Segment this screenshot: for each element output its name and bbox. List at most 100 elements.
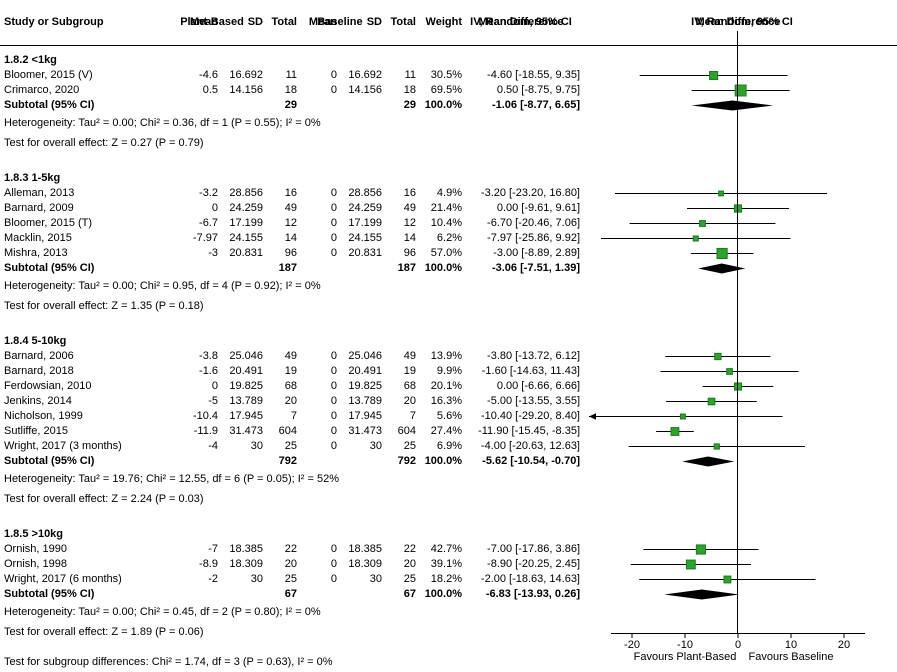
cell-pb_total: 14	[284, 232, 297, 244]
study-row: Bloomer, 2015 (T) -6.7 17.199 12 0 17.199 12 10…	[0, 216, 897, 231]
study-row: Ornish, 1998 -8.9 18.309 20 0 18.309 20 39.1% -8…	[0, 557, 897, 572]
cell-weight: 21.4%	[430, 202, 462, 214]
cell-pb_mean: -2	[208, 573, 218, 585]
cell-bl_sd: 24.259	[348, 202, 382, 214]
cell-pb_sd: 20.831	[229, 247, 263, 259]
cell-weight: 100.0%	[424, 455, 462, 467]
col-pb-mean: Mean	[189, 16, 218, 28]
pooled-plot	[664, 589, 740, 600]
cell-bl_mean: 0	[330, 84, 337, 96]
cell-bl_sd: 18.385	[348, 543, 382, 555]
study-row: Bloomer, 2015 (V) -4.6 16.692 11 0 16.692 11 30…	[0, 68, 897, 83]
axis-tick-label: 20	[838, 639, 850, 651]
column-header-row: Study or Subgroup Mean SD Total Mean SD …	[0, 15, 897, 30]
pooled-diamond	[691, 100, 774, 111]
study-row: Mishra, 2013 -3 20.831 96 0 20.831 96 57.0% -3.0…	[0, 246, 897, 261]
cell-weight: 13.9%	[430, 350, 462, 362]
subtotal-label: Subtotal (95% CI)	[4, 588, 95, 600]
study-label: Jenkins, 2014	[4, 395, 72, 407]
cell-pb_sd: 25.046	[229, 350, 263, 362]
cell-weight: 16.3%	[430, 395, 462, 407]
col-bl-total: Total	[390, 16, 416, 28]
cell-bl_total: 18	[403, 84, 416, 96]
cell-bl_mean: 0	[330, 232, 337, 244]
cell-bl_total: 22	[403, 543, 416, 555]
study-label: Bloomer, 2015 (T)	[4, 217, 93, 229]
study-row: Macklin, 2015 -7.97 24.155 14 0 24.155 14 6.2% -…	[0, 231, 897, 246]
cell-ci_text: 0.50 [-8.75, 9.75]	[496, 84, 580, 96]
axis-ticks: -20 -10 0 10 20	[611, 633, 865, 651]
cell-pb_mean: -7	[208, 543, 218, 555]
cell-pb_mean: 0.5	[202, 84, 218, 96]
subgroup-1.8.2: 1.8.2 <1kg Bloomer, 2015 (V) -4.6 16.692 11 0…	[0, 53, 897, 153]
study-row: Barnard, 2009 0 24.259 49 0 24.259 49 21.4% 0.00…	[0, 201, 897, 216]
cell-weight: 9.9%	[436, 365, 462, 377]
cell-bl_sd: 17.199	[348, 217, 382, 229]
cell-ci_text: -6.83 [-13.93, 0.26]	[485, 588, 580, 600]
cell-pb_mean: 0	[211, 380, 218, 392]
study-plot-cell	[587, 394, 897, 409]
cell-bl_total: 792	[397, 455, 416, 467]
heterogeneity-note: Heterogeneity: Tau² = 0.00; Chi² = 0.36,…	[4, 117, 321, 129]
cell-ci_text: -7.97 [-25.86, 9.92]	[487, 232, 580, 244]
favours-right-label: Favours Baseline	[748, 651, 834, 663]
col-pb-sd: SD	[247, 16, 263, 28]
cell-bl_mean: 0	[330, 573, 337, 585]
cell-ci_text: -3.20 [-23.20, 16.80]	[480, 187, 580, 199]
cell-weight: 100.0%	[424, 262, 462, 274]
cell-pb_sd: 30	[250, 440, 263, 452]
cell-pb_total: 604	[278, 425, 297, 437]
cell-pb_total: 22	[284, 543, 297, 555]
cell-bl_mean: 0	[330, 350, 337, 362]
cell-bl_sd: 19.825	[348, 380, 382, 392]
ci-plot	[589, 413, 783, 420]
study-row: Sutliffe, 2015 -11.9 31.473 604 0 31.473 604 27…	[0, 424, 897, 439]
cell-bl_total: 96	[403, 247, 416, 259]
cell-ci_text: -10.40 [-29.20, 8.40]	[480, 410, 580, 422]
cell-pb_total: 49	[284, 350, 297, 362]
cell-bl_mean: 0	[330, 365, 337, 377]
cell-weight: 6.2%	[436, 232, 462, 244]
cell-bl_sd: 17.945	[348, 410, 382, 422]
cell-bl_total: 49	[403, 202, 416, 214]
cell-bl_mean: 0	[330, 69, 337, 81]
study-label: Ornish, 1998	[4, 558, 67, 570]
cell-bl_mean: 0	[330, 395, 337, 407]
cell-bl_sd: 31.473	[348, 425, 382, 437]
col-weight: Weight	[425, 16, 462, 28]
cell-weight: 5.6%	[436, 410, 462, 422]
ci-plot	[615, 190, 828, 197]
study-plot-cell	[587, 231, 897, 246]
cell-weight: 100.0%	[424, 588, 462, 600]
study-label: Barnard, 2009	[4, 202, 74, 214]
cell-bl_total: 14	[403, 232, 416, 244]
cell-weight: 4.9%	[436, 187, 462, 199]
study-label: Bloomer, 2015 (V)	[4, 69, 93, 81]
study-row: Alleman, 2013 -3.2 28.856 16 0 28.856 16 4.9% -3…	[0, 186, 897, 201]
ci-plot	[691, 84, 790, 97]
study-plot-cell	[587, 557, 897, 572]
cell-weight: 100.0%	[424, 99, 462, 111]
cell-pb_mean: -11.9	[193, 425, 218, 437]
ci-plot	[639, 575, 816, 584]
cell-pb_total: 11	[285, 69, 297, 81]
cell-ci_text: -7.00 [-17.86, 3.86]	[487, 543, 580, 555]
axis-tick-label: -10	[677, 639, 693, 651]
cell-bl_mean: 0	[330, 440, 337, 452]
cell-pb_mean: -8.9	[199, 558, 218, 570]
rows: 1.8.2 <1kg Bloomer, 2015 (V) -4.6 16.692 11 0…	[0, 53, 897, 642]
cell-pb_total: 187	[278, 262, 297, 274]
ci-plot	[665, 352, 771, 361]
study-row: Barnard, 2006 -3.8 25.046 49 0 25.046 49 13.9% -…	[0, 349, 897, 364]
ci-plot	[628, 443, 805, 450]
subtotal-plot-cell	[587, 98, 897, 113]
subgroup-header-row: 1.8.2 <1kg	[0, 53, 897, 68]
cell-pb_total: 12	[284, 217, 297, 229]
cell-pb_sd: 31.473	[229, 425, 263, 437]
cell-pb_total: 96	[284, 247, 297, 259]
study-label: Wright, 2017 (3 months)	[4, 440, 122, 452]
cell-pb_total: 25	[284, 440, 297, 452]
study-plot-cell	[587, 246, 897, 261]
col-study-or-subgroup: Study or Subgroup	[4, 16, 104, 28]
cell-bl_sd: 25.046	[348, 350, 382, 362]
